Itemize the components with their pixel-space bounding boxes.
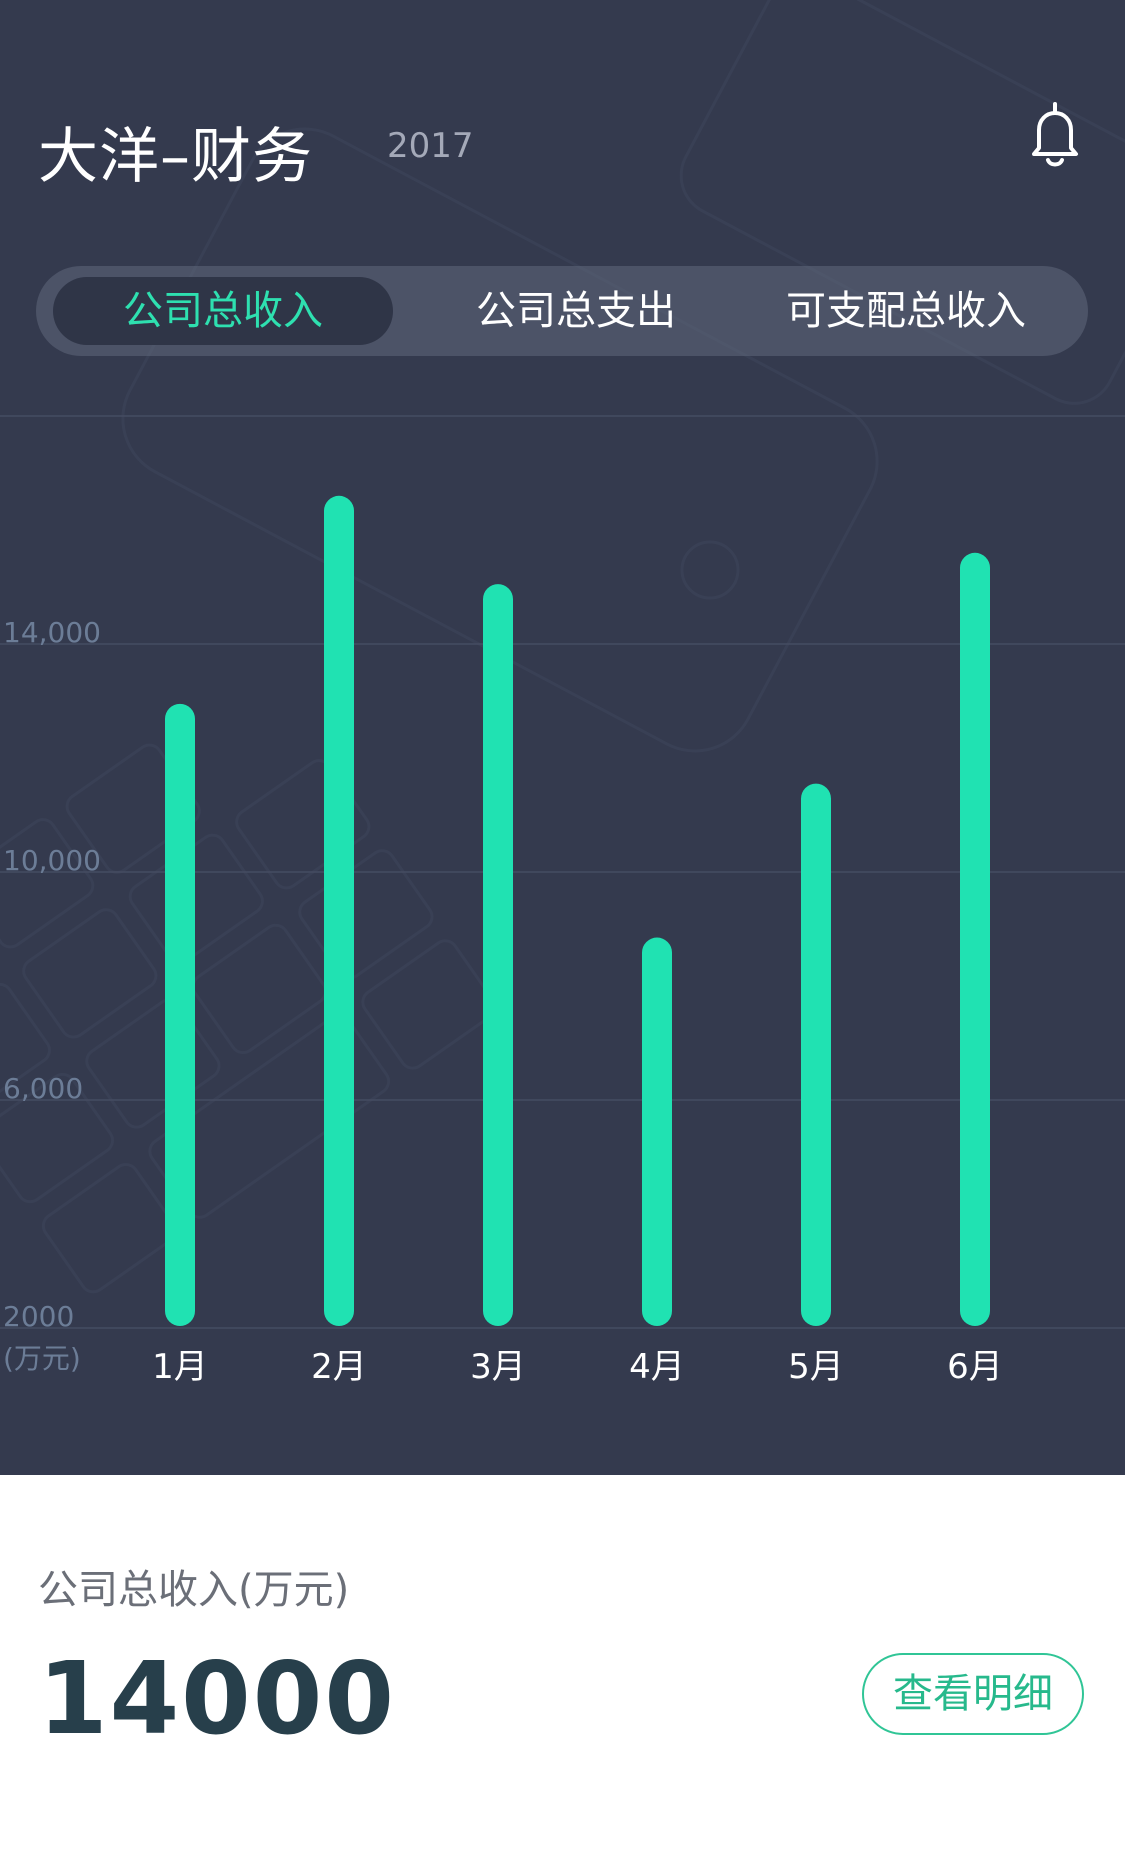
tab-disposable-income[interactable]: 可支配总收入: [786, 288, 1026, 334]
y-tick-label: 2000: [3, 1300, 74, 1333]
y-tick-label: 6,000: [3, 1072, 83, 1105]
bar-2[interactable]: [324, 495, 354, 1326]
summary-panel: 公司总收入(万元) 14000 查看明细: [0, 1475, 1125, 1854]
x-tick-label: 2月: [311, 1347, 367, 1387]
y-tick-label: 14,000: [3, 616, 101, 649]
view-details-button[interactable]: 查看明细: [862, 1653, 1084, 1735]
tab-company-expense[interactable]: 公司总支出: [476, 288, 676, 334]
page-title: 大洋–财务: [38, 122, 313, 192]
bar-5[interactable]: [801, 783, 831, 1326]
x-tick-label: 6月: [947, 1347, 1003, 1387]
bar-6[interactable]: [960, 552, 990, 1326]
chart-panel: 大洋–财务 2017 公司总收入 公司总支出 可支配总收入 2000 6,000 1…: [0, 0, 1125, 1475]
metric-label: 公司总收入(万元): [38, 1567, 350, 1613]
x-tick-label: 5月: [788, 1347, 844, 1387]
metric-value: 14000: [38, 1640, 396, 1757]
bar-4[interactable]: [642, 937, 672, 1326]
year-label: 2017: [387, 126, 474, 166]
y-axis-unit-label: (万元): [3, 1342, 81, 1375]
tab-company-income[interactable]: 公司总收入: [53, 277, 393, 345]
x-tick-label: 1月: [152, 1347, 208, 1387]
y-tick-label: 10,000: [3, 844, 101, 877]
bar-chart: 2000 6,000 10,000 14,000 (万元) 1月 2月 3月 4月 5月 6月: [0, 415, 1125, 1387]
bar-3[interactable]: [483, 584, 513, 1326]
x-tick-label: 3月: [470, 1347, 526, 1387]
bell-icon[interactable]: [1025, 100, 1085, 170]
category-tabs: 公司总收入 公司总支出 可支配总收入: [36, 266, 1088, 356]
x-tick-label: 4月: [629, 1347, 685, 1387]
bar-1[interactable]: [165, 703, 195, 1326]
